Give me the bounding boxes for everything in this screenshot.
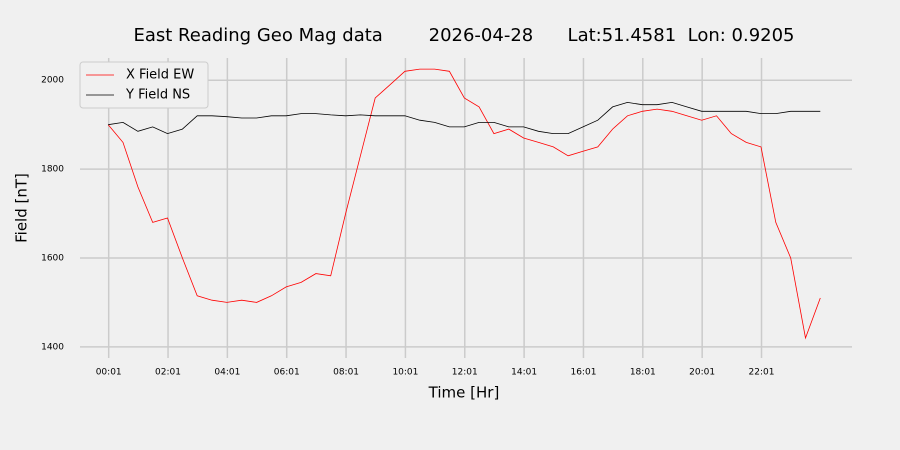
x-tick-label: 06:01: [274, 368, 300, 378]
x-tick-label: 04:01: [214, 368, 240, 378]
y-tick-label: 2000: [41, 76, 64, 86]
x-tick-label: 02:01: [155, 368, 181, 378]
legend-label: Y Field NS: [125, 88, 190, 103]
y-tick-label: 1600: [41, 254, 64, 264]
series-line: [107, 68, 821, 340]
x-axis-label: Time [Hr]: [428, 384, 500, 402]
x-tick-label: 18:01: [630, 368, 656, 378]
y-tick-label: 1400: [41, 342, 64, 352]
y-tick-label: 1800: [41, 165, 64, 175]
x-tick-label: 14:01: [511, 368, 537, 378]
x-tick-label: 12:01: [452, 368, 478, 378]
x-tick-label: 16:01: [570, 368, 596, 378]
y-axis-label: Field [nT]: [13, 173, 31, 243]
series-line: [108, 101, 821, 135]
x-tick-label: 08:01: [333, 368, 359, 378]
x-tick-label: 22:01: [749, 368, 775, 378]
chart-title: East Reading Geo Mag data 2026-04-28 Lat…: [133, 25, 794, 46]
x-tick-label: 20:01: [689, 368, 715, 378]
x-tick-label: 10:01: [392, 368, 418, 378]
x-tick-label: 00:01: [96, 368, 122, 378]
legend-box: [79, 61, 209, 109]
legend-label: X Field EW: [126, 68, 194, 83]
